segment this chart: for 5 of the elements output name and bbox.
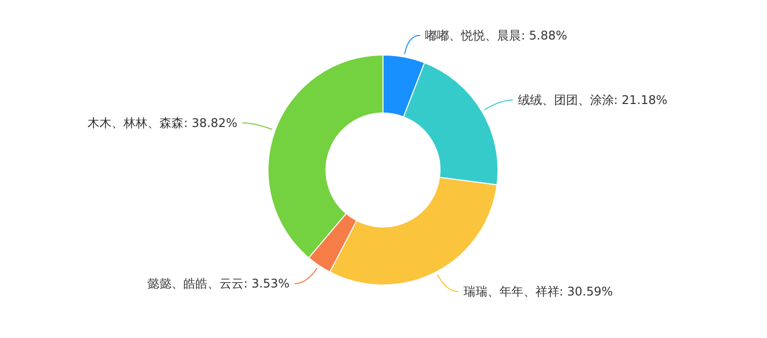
slice-label: 嘟嘟、悦悦、晨晨: 5.88% [425, 28, 568, 42]
slice-label: 瑞瑞、年年、祥祥: 30.59% [463, 284, 613, 298]
slice-label: 懿懿、皓皓、云云: 3.53% [148, 276, 290, 291]
slice-label: 绒绒、团团、涂涂: 21.18% [518, 93, 668, 108]
slice-label: 木木、林林、森森: 38.82% [88, 116, 238, 130]
